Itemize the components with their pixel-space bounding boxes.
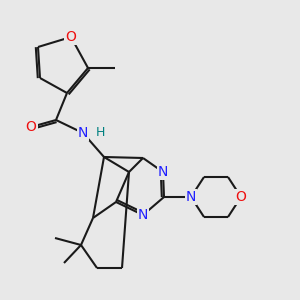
Text: N: N xyxy=(186,190,196,204)
Text: O: O xyxy=(236,190,246,204)
Text: N: N xyxy=(78,126,88,140)
Text: N: N xyxy=(138,208,148,222)
Text: H: H xyxy=(95,127,105,140)
Text: O: O xyxy=(26,120,36,134)
Text: O: O xyxy=(66,30,76,44)
Text: N: N xyxy=(158,165,168,179)
